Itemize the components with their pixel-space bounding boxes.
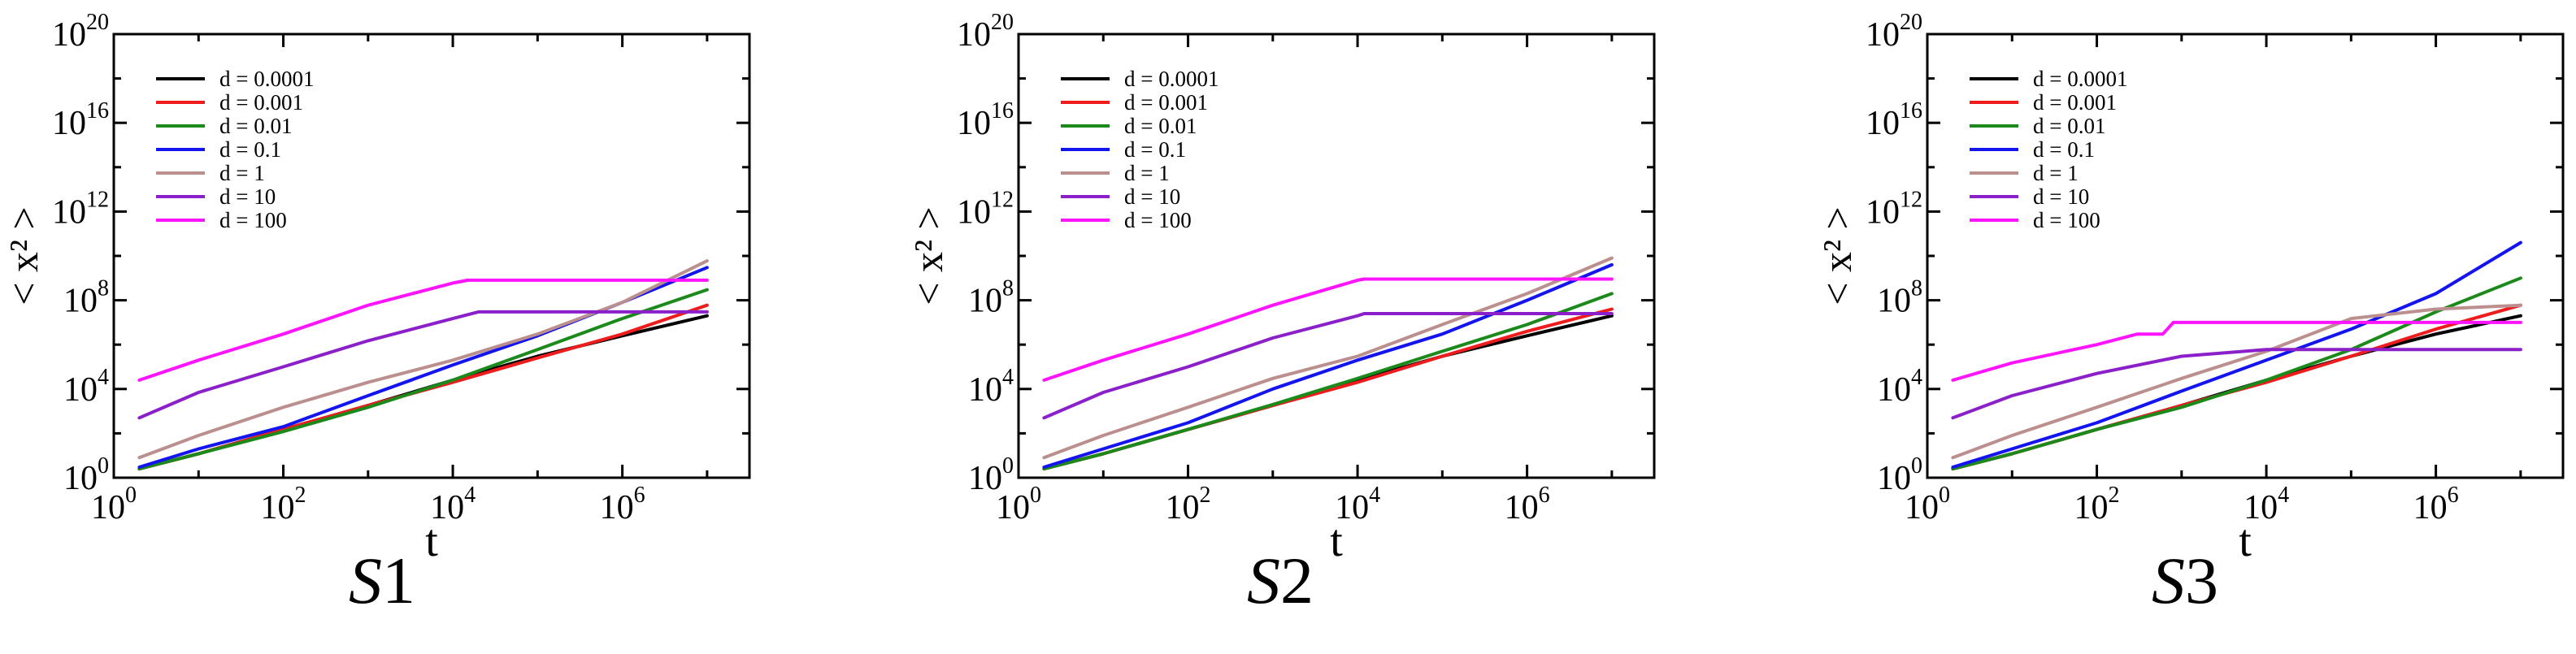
x-tick-label: 102 — [261, 483, 306, 526]
plot-frame — [1017, 32, 1656, 479]
x-tick-label: 100 — [91, 483, 137, 526]
y-tick-label: 104 — [1877, 365, 1922, 409]
legend-entry: d = 1 — [219, 161, 265, 185]
y-tick-label: 1016 — [957, 98, 1014, 142]
y-tick-label: 1012 — [957, 187, 1014, 231]
series-line-5 — [1042, 256, 1614, 460]
series-line-4 — [1042, 262, 1614, 469]
x-tick-label: 106 — [600, 483, 645, 526]
x-tick-label: 102 — [1166, 483, 1211, 526]
legend-entry: d = 0.01 — [1124, 114, 1197, 138]
panel-label-s3: S3 — [2152, 544, 2218, 617]
legend-entry: d = 100 — [2033, 208, 2100, 232]
legend-entry: d = 0.01 — [219, 114, 292, 138]
y-tick-label: 104 — [968, 365, 1014, 409]
y-tick-label: 100 — [968, 453, 1014, 497]
legend-entry: d = 0.1 — [219, 137, 281, 162]
series-line-2 — [137, 303, 709, 471]
x-tick-label: 102 — [2074, 483, 2120, 526]
x-tick-label: 106 — [1505, 483, 1550, 526]
series-line-7 — [1951, 320, 2522, 382]
plot-frame — [112, 32, 751, 479]
x-tick-label: 100 — [1905, 483, 1950, 526]
y-tick-label: 104 — [63, 365, 109, 409]
legend-entry: d = 1 — [1124, 161, 1170, 185]
panel-label-s1: S1 — [349, 544, 415, 617]
y-tick-label: 1020 — [1866, 10, 1922, 54]
y-axis-label: < x² > — [906, 206, 951, 305]
series-line-4 — [1951, 240, 2522, 469]
x-axis-label: t — [1330, 516, 1343, 566]
y-tick-label: 1012 — [1866, 187, 1922, 231]
legend-entry: d = 0.001 — [219, 90, 303, 115]
y-tick-label: 1016 — [1866, 98, 1922, 142]
legend-entry: d = 100 — [219, 208, 287, 232]
series-line-6 — [1042, 312, 1614, 420]
legend-entry: d = 0.001 — [1124, 90, 1208, 115]
series-line-6 — [137, 310, 709, 420]
x-axis-label: t — [425, 516, 438, 566]
legend-entry: d = 0.001 — [2033, 90, 2117, 115]
series-line-7 — [137, 278, 709, 382]
y-tick-label: 1020 — [52, 10, 109, 54]
y-tick-label: 108 — [968, 276, 1014, 320]
legend-entry: d = 10 — [2033, 184, 2089, 209]
series-line-5 — [1951, 303, 2522, 460]
legend-entry: d = 10 — [219, 184, 276, 209]
series-line-2 — [1951, 303, 2522, 471]
x-tick-label: 100 — [996, 483, 1041, 526]
series-line-3 — [1951, 276, 2522, 471]
legend-entry: d = 0.1 — [1124, 137, 1186, 162]
x-axis-label: t — [2239, 516, 2252, 566]
series-line-3 — [1042, 292, 1614, 471]
legend-entry: d = 100 — [1124, 208, 1192, 232]
y-tick-label: 1020 — [957, 10, 1014, 54]
y-tick-label: 108 — [1877, 276, 1922, 320]
y-axis-label: < x² > — [1, 206, 46, 305]
series-line-6 — [1951, 348, 2522, 420]
legend-entry: d = 10 — [1124, 184, 1180, 209]
legend-entry: d = 0.1 — [2033, 137, 2095, 162]
y-tick-label: 108 — [63, 276, 109, 320]
y-tick-label: 1012 — [52, 187, 109, 231]
series-line-3 — [137, 288, 709, 471]
plot-frame — [1926, 32, 2565, 479]
legend-entry: d = 0.0001 — [2033, 67, 2127, 91]
legend-entry: d = 0.0001 — [1124, 67, 1218, 91]
legend-entry: d = 1 — [2033, 161, 2079, 185]
panel-label-s2: S2 — [1247, 544, 1314, 617]
series-line-5 — [137, 259, 709, 460]
y-axis-label: < x² > — [1814, 206, 1860, 305]
legend-entry: d = 0.01 — [2033, 114, 2105, 138]
y-tick-label: 1016 — [52, 98, 109, 142]
legend-entry: d = 0.0001 — [219, 67, 314, 91]
x-tick-label: 106 — [2413, 483, 2459, 526]
series-line-7 — [1042, 277, 1614, 382]
